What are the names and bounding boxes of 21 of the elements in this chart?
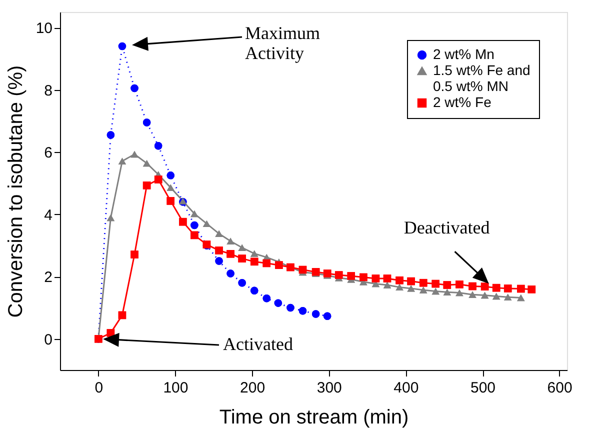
x-tick-label: 400: [394, 380, 419, 396]
annotation: Deactivated: [404, 218, 490, 238]
y-tick-label: 6: [44, 144, 52, 162]
y-tick-label: 2: [44, 269, 52, 286]
y-tick-label: 0: [44, 331, 52, 348]
y-tick-label: 4: [44, 206, 52, 224]
x-tick-label: 600: [547, 380, 572, 396]
x-tick-label: 300: [316, 380, 342, 396]
y-axis-title: Conversion to isobutane (%): [4, 65, 27, 318]
legend-label: 2 wt% Fe: [433, 94, 492, 110]
annotation: Activated: [223, 334, 293, 354]
legend-label: 2 wt% Mn: [433, 46, 494, 62]
x-tick-label: 100: [163, 380, 188, 396]
annotation: Maximum Activity: [245, 23, 320, 63]
x-axis-title: Time on stream (min): [219, 406, 409, 428]
legend-label: 1.5 wt% Fe and 0.5 wt% MN: [433, 62, 530, 94]
y-tick-label: 10: [36, 20, 52, 38]
y-tick-label: 8: [44, 82, 52, 100]
x-tick-label: 200: [240, 380, 266, 396]
x-tick-label: 500: [470, 380, 496, 396]
x-tick-label: 0: [94, 380, 104, 396]
